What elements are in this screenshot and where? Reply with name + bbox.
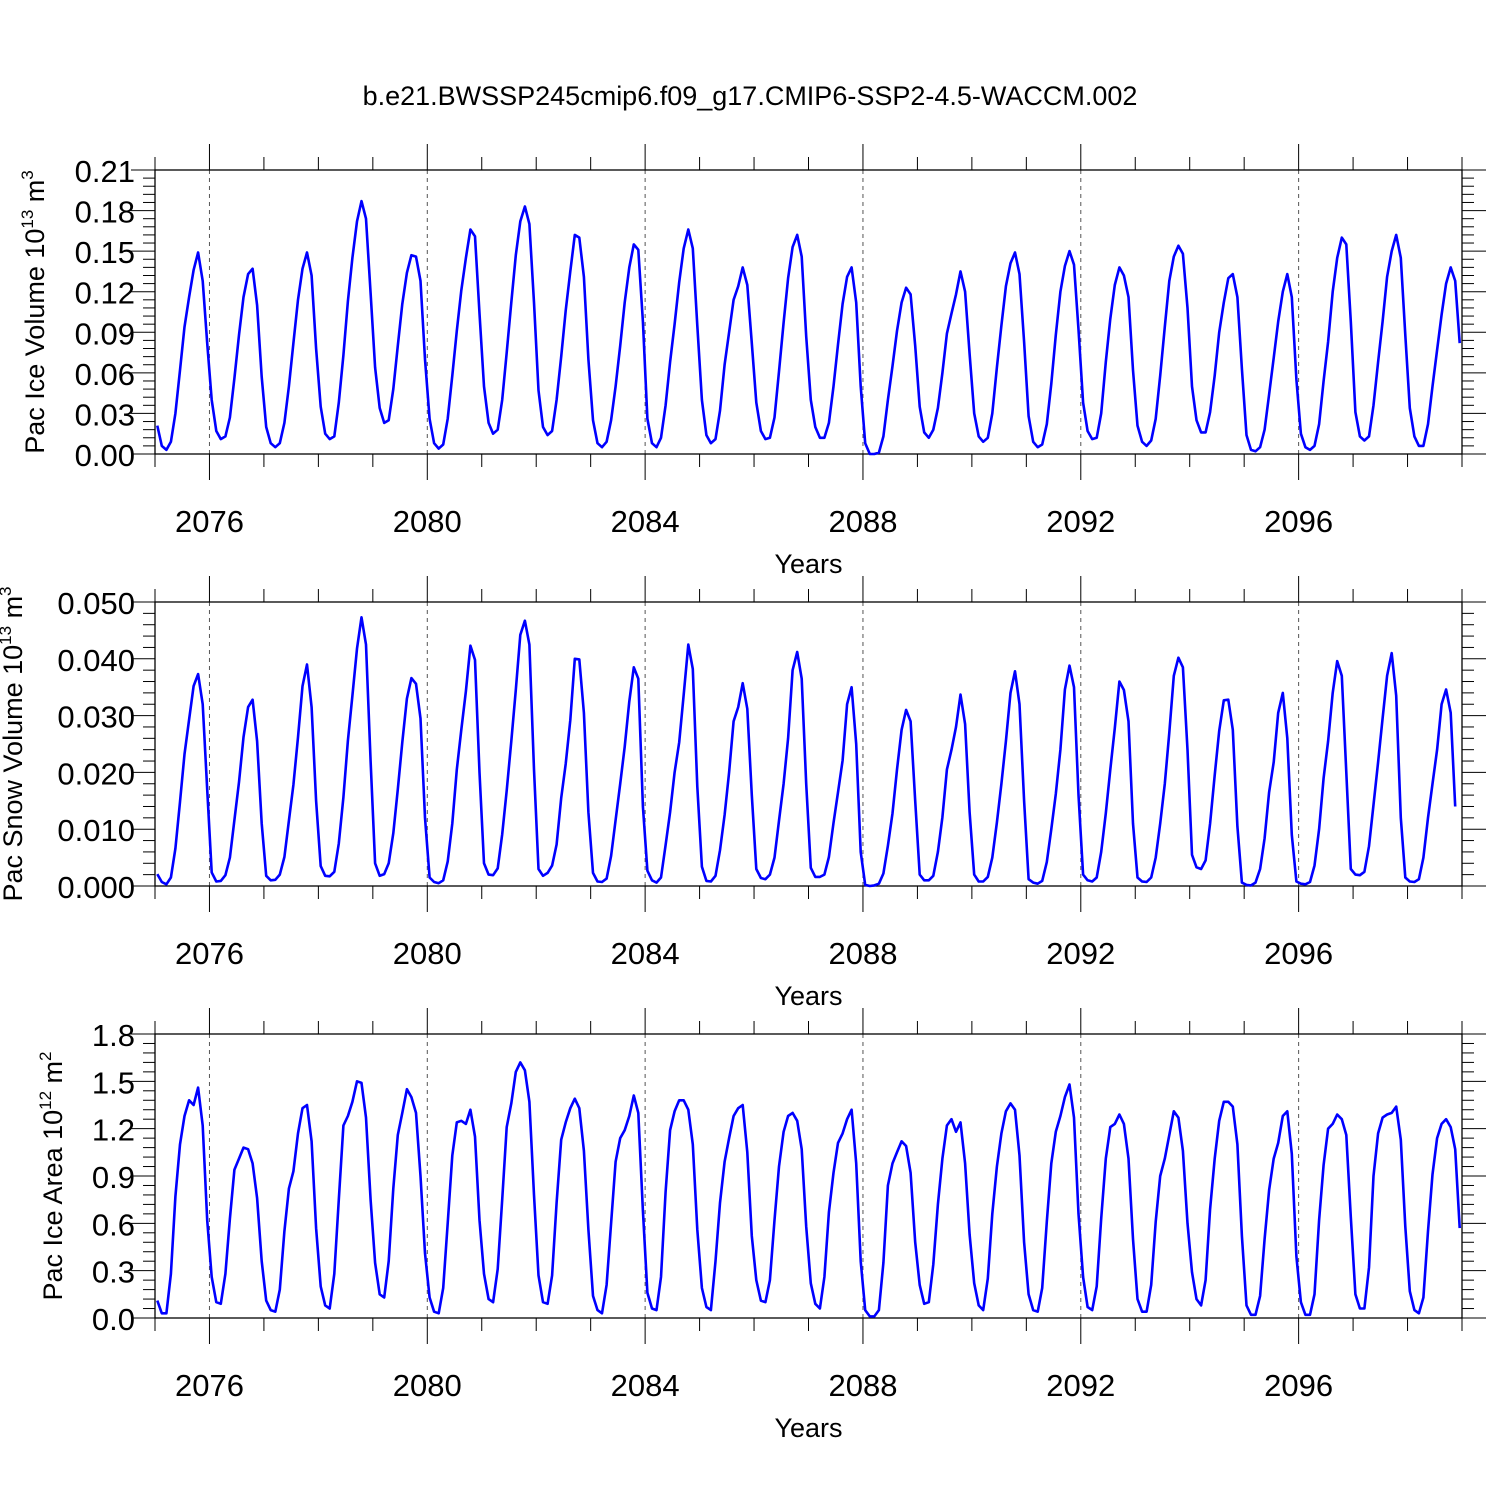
x-tick-label: 2084 xyxy=(611,936,680,971)
y-tick-label: 0.000 xyxy=(57,870,135,905)
series-line xyxy=(156,199,1461,456)
y-tick-label: 0.3 xyxy=(92,1255,135,1290)
y-tick-label: 1.2 xyxy=(92,1113,135,1148)
y-axis-label-part: Pac Ice Volume 10 xyxy=(20,229,50,454)
y-axis-label-part: 3 xyxy=(0,586,15,595)
x-tick-label: 2080 xyxy=(393,936,462,971)
y-tick-label: 0.030 xyxy=(57,700,135,735)
x-tick-label: 2080 xyxy=(393,1368,462,1403)
x-tick-label: 2096 xyxy=(1264,936,1333,971)
y-axis-label-part: m xyxy=(38,1061,68,1091)
y-axis-label-part: m xyxy=(0,596,28,626)
y-axis-label: Pac Snow Volume 1013 m3 xyxy=(0,586,28,901)
figure-title: b.e21.BWSSP245cmip6.f09_g17.CMIP6-SSP2-4… xyxy=(363,81,1138,111)
y-axis-label-part: 3 xyxy=(18,170,37,179)
y-axis-label-part: 2 xyxy=(36,1051,55,1060)
y-tick-label: 1.5 xyxy=(92,1065,135,1100)
y-tick-label: 0.21 xyxy=(75,154,135,189)
x-tick-label: 2092 xyxy=(1046,1368,1115,1403)
series-line xyxy=(156,615,1457,888)
panel-3: 0.0 0.3 0.6 0.9 1.2 1.5 1.8 2076 2080 2084 2088 209… xyxy=(36,1008,1486,1443)
x-tick-label: 2076 xyxy=(175,1368,244,1403)
y-tick-label: 0.00 xyxy=(75,438,135,473)
panel-2: 0.000 0.010 0.020 0.030 0.040 0.050 2076 2080 20… xyxy=(0,576,1486,1011)
y-tick-label: 0.050 xyxy=(57,586,135,621)
panel-1: 0.00 0.03 0.06 0.09 0.12 0.15 0.18 0.21 2076 2080… xyxy=(18,144,1486,579)
y-tick-label: 0.12 xyxy=(75,276,135,311)
x-tick-label: 2096 xyxy=(1264,504,1333,539)
y-tick-label: 0.040 xyxy=(57,643,135,678)
y-tick-label: 0.18 xyxy=(75,195,135,230)
x-tick-label: 2092 xyxy=(1046,504,1115,539)
y-tick-label: 0.9 xyxy=(92,1160,135,1195)
x-axis-label: Years xyxy=(774,981,842,1011)
y-tick-label: 0.06 xyxy=(75,357,135,392)
y-tick-label: 0.09 xyxy=(75,316,135,351)
y-tick-label: 0.03 xyxy=(75,397,135,432)
y-axis-label-part: 12 xyxy=(36,1091,55,1110)
x-tick-label: 2084 xyxy=(611,1368,680,1403)
x-tick-label: 2088 xyxy=(828,936,897,971)
y-tick-label: 1.8 xyxy=(92,1018,135,1053)
x-tick-label: 2088 xyxy=(828,504,897,539)
y-tick-label: 0.15 xyxy=(75,235,135,270)
y-tick-label: 0.010 xyxy=(57,813,135,848)
y-tick-label: 0.6 xyxy=(92,1207,135,1242)
y-axis-label-part: m xyxy=(20,180,50,210)
x-axis-label: Years xyxy=(774,1413,842,1443)
series-line xyxy=(156,1061,1461,1318)
x-axis-label: Years xyxy=(774,549,842,579)
x-tick-label: 2092 xyxy=(1046,936,1115,971)
y-axis-label-part: 13 xyxy=(18,210,37,229)
x-tick-label: 2096 xyxy=(1264,1368,1333,1403)
x-tick-label: 2088 xyxy=(828,1368,897,1403)
x-tick-label: 2076 xyxy=(175,936,244,971)
x-tick-label: 2080 xyxy=(393,504,462,539)
x-tick-label: 2076 xyxy=(175,504,244,539)
y-axis-label-part: Pac Ice Area 10 xyxy=(38,1110,68,1301)
y-axis-label-part: Pac Snow Volume 10 xyxy=(0,645,28,902)
y-tick-label: 0.020 xyxy=(57,756,135,791)
y-axis-label: Pac Ice Volume 1013 m3 xyxy=(18,170,50,454)
x-tick-label: 2084 xyxy=(611,504,680,539)
y-axis-label-part: 13 xyxy=(0,626,15,645)
y-tick-label: 0.0 xyxy=(92,1302,135,1337)
y-axis-label: Pac Ice Area 1012 m2 xyxy=(36,1051,68,1300)
